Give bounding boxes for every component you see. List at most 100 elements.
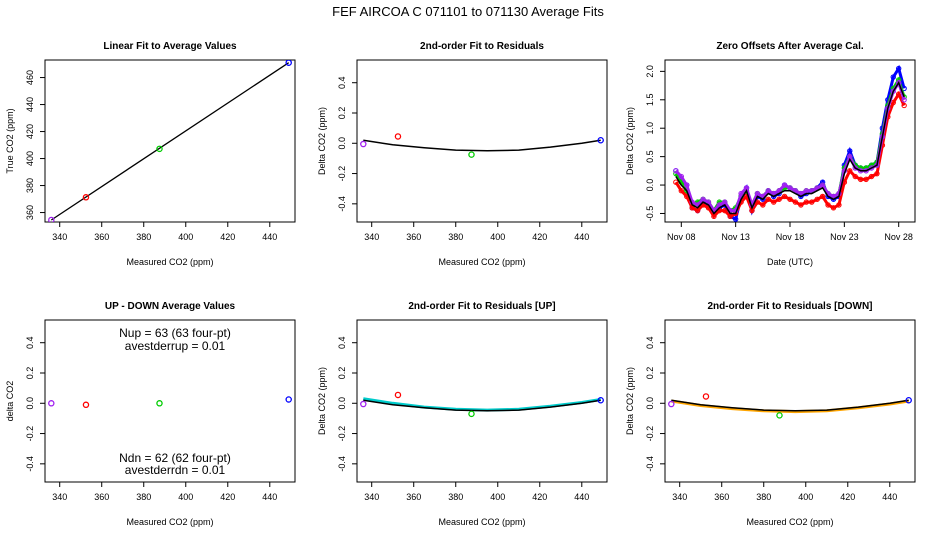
x-axis-label: Measured CO2 (ppm) (126, 517, 213, 527)
data-point (776, 412, 783, 419)
plot-area (360, 391, 604, 418)
chart-title: 2nd-order Fit to Residuals [UP] (408, 301, 555, 312)
y-tick-label: 0.2 (25, 367, 35, 380)
y-tick-label: 0.5 (645, 150, 655, 163)
data-point (156, 400, 163, 407)
series-point-purple (781, 182, 788, 188)
series-point-purple (738, 190, 744, 197)
plot-frame (356, 319, 608, 483)
data-point (394, 391, 402, 399)
y-tick-label: -0.5 (645, 206, 655, 222)
chart-title: Zero Offsets After Average Cal. (716, 41, 863, 52)
chart-title: Linear Fit to Average Values (103, 41, 237, 52)
x-tick-label: 380 (756, 492, 771, 502)
x-axis-label: Measured CO2 (ppm) (438, 517, 525, 527)
x-tick-label: 400 (798, 492, 813, 502)
x-tick-label: 360 (94, 492, 109, 502)
y-axis-label: Delta CO2 (ppm) (317, 107, 327, 175)
plot-frame (664, 319, 916, 483)
data-point (668, 400, 675, 408)
y-tick-label: -0.4 (645, 456, 655, 472)
x-tick-label: 440 (262, 232, 277, 242)
series-point-purple (852, 165, 858, 171)
plot-frame (44, 319, 296, 483)
x-tick-label: 440 (262, 492, 277, 502)
series-point-red (803, 199, 810, 205)
series-point-red (852, 173, 858, 180)
y-tick-label: 0.0 (645, 179, 655, 192)
fit-curve-secondary (363, 397, 601, 412)
y-tick-label: 1.5 (645, 94, 655, 107)
series-point-purple (868, 165, 875, 171)
series-point-blue (890, 74, 896, 80)
y-tick-label: -0.4 (337, 456, 347, 472)
chart-p4: UP - DOWN Average Values Measured CO2 (pp… (5, 301, 296, 527)
series-point-red (770, 199, 777, 205)
y-tick-label: 0.0 (337, 397, 347, 410)
series-point-red (809, 199, 815, 205)
series-point-red (787, 196, 793, 202)
x-tick-label: 400 (490, 492, 505, 502)
series-point-blue (732, 216, 739, 222)
data-point (360, 400, 367, 408)
y-tick-label: -0.4 (25, 456, 35, 472)
y-tick-label: 1.0 (645, 122, 655, 135)
y-tick-label: 0.4 (25, 336, 35, 349)
y-tick-label: 440 (25, 97, 35, 112)
data-point (702, 393, 710, 400)
series-point-purple (684, 182, 690, 188)
data-point (156, 145, 163, 153)
series-point-red (814, 196, 820, 202)
data-point (597, 396, 604, 404)
plot-area (673, 64, 907, 222)
annotation-avestderrup: avestderrup = 0.01 (125, 339, 226, 353)
y-tick-label: 0.2 (645, 367, 655, 380)
series-point-purple (901, 97, 907, 103)
x-axis-label: Date (UTC) (767, 257, 813, 267)
chart-p6: 2nd-order Fit to Residuals [DOWN] Measure… (625, 301, 916, 527)
x-tick-label: 420 (220, 492, 235, 502)
series-point-red (765, 196, 771, 202)
x-tick-label: 340 (364, 492, 379, 502)
x-tick-label: 340 (52, 492, 67, 502)
x-tick-label: 360 (94, 232, 109, 242)
series-point-red (868, 173, 875, 180)
plot-area (360, 133, 604, 158)
series-point-red (863, 176, 869, 183)
y-axis-label: True CO2 (ppm) (5, 108, 15, 173)
y-tick-label: -0.2 (337, 426, 347, 442)
y-tick-label: 0.2 (337, 367, 347, 380)
series-point-red (819, 193, 826, 200)
x-tick-label: 360 (406, 492, 421, 502)
series-line-red (674, 91, 906, 219)
series-point-purple (678, 173, 685, 180)
data-point (597, 136, 604, 144)
data-point (82, 194, 90, 201)
series-point-red (836, 202, 842, 208)
chart-p1: Linear Fit to Average Values Measured CO2… (5, 41, 296, 267)
x-tick-label: 360 (406, 232, 421, 242)
plot-frame (356, 59, 608, 223)
y-tick-label: 0.4 (337, 76, 347, 89)
x-tick-label: 420 (220, 232, 235, 242)
y-tick-label: -0.2 (337, 166, 347, 182)
series-line-black (675, 81, 905, 215)
series-point-red (722, 207, 728, 214)
plot-area (48, 396, 292, 409)
x-tick-label: 340 (672, 492, 687, 502)
y-tick-label: 420 (25, 124, 35, 139)
y-tick-label: 360 (25, 205, 35, 220)
x-tick-label: 340 (52, 232, 67, 242)
chart-title: 2nd-order Fit to Residuals [DOWN] (708, 301, 873, 312)
series-point-red (760, 202, 766, 208)
series-point-purple (895, 80, 902, 86)
data-point (394, 133, 402, 140)
series-point-red (847, 168, 853, 174)
plots-container: Linear Fit to Average Values Measured CO2… (5, 41, 916, 527)
y-tick-label: -0.2 (25, 426, 35, 442)
annotation-nup: Nup = 63 (63 four-pt) (119, 326, 231, 340)
fit-curve (671, 399, 909, 412)
y-tick-label: 0.0 (25, 397, 35, 410)
y-tick-label: 2.0 (645, 65, 655, 78)
